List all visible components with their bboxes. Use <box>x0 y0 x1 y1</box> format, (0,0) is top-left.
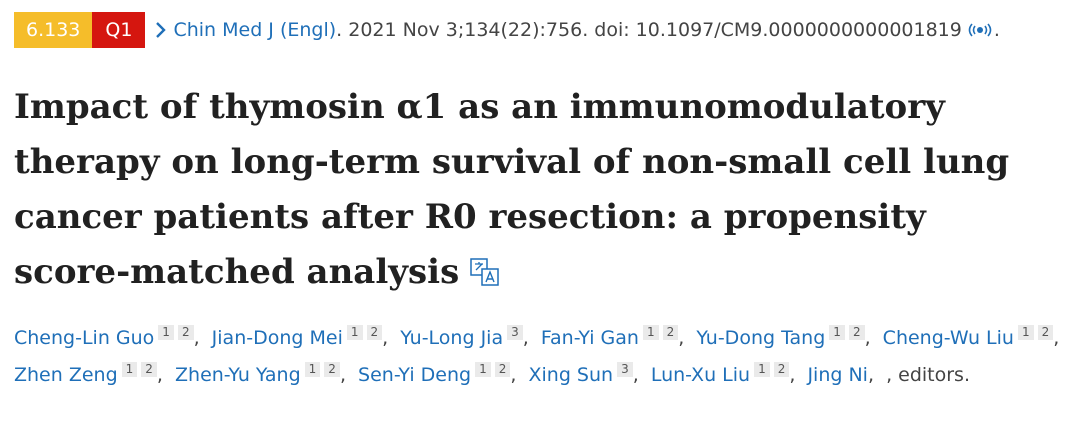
author: Zhen-Yu Yang 1 2 <box>175 362 352 386</box>
chevron-icon <box>156 22 167 38</box>
author-name[interactable]: Cheng-Lin Guo <box>14 327 155 349</box>
author: Yu-Long Jia 3 <box>400 325 535 349</box>
article-title: Impact of thymosin α1 as an immunomodula… <box>14 80 1009 300</box>
author-name[interactable]: Zhen Zeng <box>14 364 118 386</box>
affiliation-number[interactable]: 1 <box>754 362 770 377</box>
author: Zhen Zeng 1 2 <box>14 362 169 386</box>
affiliation-number[interactable]: 1 <box>642 325 659 340</box>
affiliation-number[interactable]: 2 <box>773 362 790 377</box>
author-name[interactable]: Jian-Dong Mei <box>211 327 343 349</box>
author: Jing Ni <box>807 364 880 386</box>
affiliation-number[interactable]: 1 <box>158 325 174 340</box>
author: Sen-Yi Deng 1 2 <box>358 362 522 386</box>
title-line: cancer patients after R0 resection: a pr… <box>14 197 926 237</box>
affiliation-number[interactable]: 2 <box>141 362 157 377</box>
affiliation-number[interactable]: 1 <box>121 362 138 377</box>
author-name[interactable]: Sen-Yi Deng <box>358 364 472 386</box>
author: Fan-Yi Gan 1 2 <box>540 325 690 349</box>
author-name[interactable]: Jing Ni <box>807 364 868 386</box>
title-line: Impact of thymosin α1 as an immunomodula… <box>14 87 945 127</box>
affiliation-number[interactable]: 3 <box>507 325 523 340</box>
impact-factor-badge: 6.133 <box>14 12 93 48</box>
affiliation-number[interactable]: 2 <box>177 325 194 340</box>
author-name[interactable]: Yu-Dong Tang <box>696 327 826 349</box>
affiliation-number[interactable]: 2 <box>494 362 511 377</box>
citation-details: . 2021 Nov 3;134(22):756. doi: 10.1097/C… <box>336 19 962 41</box>
author-name[interactable]: Fan-Yi Gan <box>540 327 639 349</box>
affiliation-number[interactable]: 1 <box>829 325 845 340</box>
author: Xing Sun 3 <box>528 362 645 386</box>
author: Lun-Xu Liu 1 2 <box>650 362 801 386</box>
authors-suffix: , editors. <box>886 364 970 386</box>
affiliation-number[interactable]: 1 <box>1017 325 1034 340</box>
author-name[interactable]: Xing Sun <box>528 364 614 386</box>
author-name[interactable]: Cheng-Wu Liu <box>882 327 1014 349</box>
affiliation-number[interactable]: 2 <box>1037 325 1054 340</box>
affiliation-number[interactable]: 1 <box>475 362 491 377</box>
author: Jian-Dong Mei 1 2 <box>211 325 394 349</box>
author-name[interactable]: Yu-Long Jia <box>400 327 504 349</box>
affiliation-number[interactable]: 2 <box>324 362 340 377</box>
affiliation-number[interactable]: 3 <box>617 362 633 377</box>
journal-link[interactable]: Chin Med J (Engl) <box>173 19 337 41</box>
affiliation-number[interactable]: 1 <box>304 362 321 377</box>
quartile-badge: Q1 <box>92 12 146 48</box>
author: Cheng-Wu Liu 1 2 <box>882 325 1065 349</box>
author: Yu-Dong Tang 1 2 <box>696 325 877 349</box>
translate-icon[interactable] <box>469 257 501 287</box>
author: Cheng-Lin Guo 1 2 <box>14 325 206 349</box>
author-name[interactable]: Zhen-Yu Yang <box>175 364 301 386</box>
title-line: therapy on long-term survival of non-sma… <box>14 142 1010 182</box>
author-name[interactable]: Lun-Xu Liu <box>650 364 751 386</box>
affiliation-number[interactable]: 1 <box>346 325 363 340</box>
affiliation-number[interactable]: 2 <box>848 325 865 340</box>
citation-end: . <box>993 19 1000 41</box>
affiliation-number[interactable]: 2 <box>366 325 383 340</box>
citation-bar: 6.133 Q1 Chin Med J (Engl) . 2021 Nov 3;… <box>14 12 1000 48</box>
title-line: score-matched analysis <box>14 245 1009 300</box>
affiliation-number[interactable]: 2 <box>662 325 679 340</box>
broadcast-icon <box>968 23 992 37</box>
